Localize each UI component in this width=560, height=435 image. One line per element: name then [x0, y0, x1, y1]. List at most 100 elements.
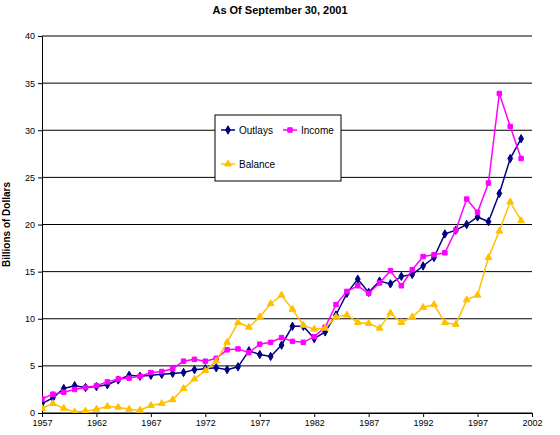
- y-tick-mark: [38, 319, 42, 320]
- x-tick-mark: [423, 413, 424, 417]
- series-marker: [170, 366, 174, 370]
- y-tick-mark: [38, 413, 42, 414]
- series-marker: [105, 380, 109, 384]
- x-tick: 1987: [359, 413, 379, 428]
- series-marker: [343, 311, 350, 317]
- grid-line: [42, 365, 532, 366]
- x-tick: 1982: [305, 413, 325, 428]
- x-tick-label: 1982: [305, 418, 325, 428]
- series-marker: [42, 404, 45, 410]
- y-axis: 0510152025303540: [25, 31, 43, 418]
- legend-label: Balance: [239, 159, 276, 170]
- series-marker: [83, 385, 87, 389]
- y-tick-mark: [38, 272, 42, 273]
- x-tick-label: 1967: [141, 418, 161, 428]
- legend-label: Outlays: [239, 125, 273, 136]
- series-marker: [376, 324, 383, 330]
- series-marker: [365, 320, 372, 326]
- series-marker: [399, 284, 403, 288]
- x-tick-mark: [205, 413, 206, 417]
- y-tick-label: 20: [25, 220, 35, 230]
- series-marker: [181, 359, 185, 363]
- x-tick-mark: [151, 413, 152, 417]
- series-marker: [214, 364, 219, 372]
- series-marker: [519, 156, 523, 160]
- series-marker: [236, 363, 241, 371]
- series-marker: [225, 365, 230, 373]
- series-marker: [508, 124, 512, 128]
- x-tick-mark: [260, 413, 261, 417]
- series-marker: [454, 228, 458, 232]
- series-marker: [245, 323, 252, 329]
- x-tick: 2002: [522, 413, 542, 428]
- y-tick: 0: [30, 408, 42, 418]
- series-marker: [256, 313, 263, 319]
- series-marker: [421, 262, 426, 270]
- legend-marker: [225, 160, 232, 166]
- series-marker: [192, 357, 196, 361]
- series-line: [42, 202, 521, 412]
- x-tick: 1997: [468, 413, 488, 428]
- series-marker: [268, 352, 273, 360]
- y-tick-mark: [38, 83, 42, 84]
- chart-title: As Of September 30, 2001: [212, 4, 347, 16]
- series-marker: [485, 254, 492, 260]
- series-marker: [464, 197, 468, 201]
- y-tick: 10: [25, 314, 42, 324]
- series-marker: [420, 304, 427, 310]
- series-marker: [377, 277, 382, 285]
- legend-marker: [226, 126, 231, 134]
- series-marker: [158, 400, 165, 406]
- series-marker: [203, 359, 207, 363]
- x-tick-mark: [369, 413, 370, 417]
- y-tick-label: 25: [25, 173, 35, 183]
- y-axis-line: [38, 37, 43, 414]
- series-marker: [180, 385, 187, 391]
- series-marker: [355, 275, 360, 283]
- y-tick: 20: [25, 220, 42, 230]
- series-marker: [486, 181, 490, 185]
- series-marker: [322, 324, 329, 330]
- y-tick: 5: [30, 361, 42, 371]
- series-marker: [71, 408, 78, 413]
- series-marker: [431, 301, 438, 307]
- series-marker: [398, 319, 405, 325]
- series-marker: [267, 300, 274, 306]
- series-marker: [432, 253, 437, 261]
- series-marker: [334, 311, 339, 319]
- legend-box: [215, 115, 341, 181]
- series-marker: [474, 291, 481, 297]
- x-tick-label: 1957: [32, 418, 52, 428]
- x-tick-mark: [478, 413, 479, 417]
- series-marker: [247, 350, 251, 354]
- x-tick-label: 1972: [196, 418, 216, 428]
- x-tick-label: 1977: [250, 418, 270, 428]
- series-marker: [452, 320, 459, 326]
- series-marker: [268, 340, 272, 344]
- series-marker: [387, 309, 394, 315]
- y-tick-mark: [38, 36, 42, 37]
- series-marker: [138, 374, 142, 378]
- series-marker: [399, 272, 404, 280]
- series-marker: [333, 313, 340, 319]
- series-marker: [169, 396, 176, 402]
- series-marker: [257, 350, 262, 358]
- series-marker: [51, 392, 55, 396]
- grid-line: [42, 83, 532, 84]
- series-marker: [311, 325, 318, 331]
- y-axis-title: Billions of Dollars: [1, 182, 12, 267]
- series-marker: [345, 289, 349, 293]
- series-marker: [60, 404, 67, 410]
- series-marker: [116, 377, 120, 381]
- y-tick-label: 30: [25, 126, 35, 136]
- series-marker: [300, 321, 307, 327]
- x-tick-mark: [96, 413, 97, 417]
- series-marker: [159, 370, 164, 378]
- x-tick-mark: [532, 413, 533, 417]
- grid: [42, 36, 532, 413]
- y-tick-mark: [38, 177, 42, 178]
- series-marker: [497, 91, 501, 95]
- series-marker: [246, 347, 251, 355]
- x-axis: 1957196219671972197719821987199219972002: [32, 413, 542, 428]
- series-marker: [475, 210, 479, 214]
